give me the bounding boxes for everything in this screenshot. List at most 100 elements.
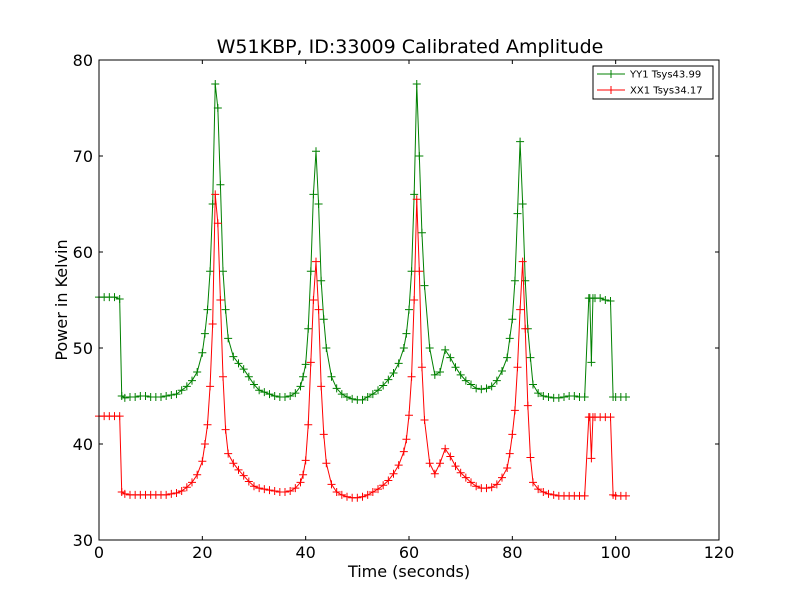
series-1-point-47 [301,456,310,465]
series-0-point-71 [402,329,411,338]
series-0-point-40 [270,392,279,400]
series-1-point-48 [304,420,313,429]
series-1-point-69 [394,461,403,470]
series-1-point-102 [523,401,532,410]
series-1-point-83 [446,452,455,461]
series-1-point-104 [529,478,537,487]
series-1-point-34 [239,471,248,480]
series-0-point-90 [482,384,491,393]
series-0-point-110 [560,392,568,401]
series-0-point-95 [505,334,514,343]
series-0-point-94 [503,353,512,362]
series-1-point-75 [412,195,421,204]
series-0-point-68 [389,368,398,377]
series-1-point-77 [417,363,426,372]
series-0-point-79 [425,344,434,352]
series-1-point-107 [544,489,553,498]
series-0-point-82 [441,345,450,354]
series-1-point-53 [317,382,326,391]
series-1-point-72 [405,411,413,420]
x-tick-label-3: 60 [399,543,419,562]
series-1-point-126 [622,491,630,500]
ticks-layer: 0 20 40 60 80 100 120 30 40 50 60 70 80 [73,51,735,562]
series-0-point-16 [172,390,181,399]
series-0-point-83 [446,353,455,362]
series-0-point-15 [167,391,176,400]
series-1-point-117 [587,454,596,463]
series-1-point-93 [498,473,506,482]
series-0-point-23 [203,305,212,314]
series-0-point-76 [415,152,424,160]
series-0-point-3 [110,293,119,302]
series-1-point-74 [410,296,419,304]
series-1-point-114 [580,491,589,500]
series-0-point-26 [211,80,220,88]
series-1-point-26 [211,190,220,199]
series-0-point-88 [472,384,481,393]
series-0-point-92 [492,376,501,385]
x-tick-label-0: 0 [94,543,104,562]
series-1-point-106 [539,488,548,496]
series-1-point-40 [270,487,279,496]
series-0 [95,80,630,404]
series-0-point-85 [456,370,465,379]
series-0-point-6 [120,393,129,402]
series-0-point-20 [193,368,202,376]
series-1-point-52 [314,305,323,314]
series-0-point-62 [358,395,367,404]
series-1-point-87 [467,478,475,487]
series-1-point-80 [430,469,439,478]
series-1-point-50 [309,296,318,304]
series-0-point-101 [521,276,530,285]
series-0-point-24 [206,267,215,276]
x-tick-label-4: 80 [502,543,522,562]
series-1-point-45 [296,478,305,487]
series-1-point-105 [534,485,543,494]
series-0-point-55 [322,344,331,352]
series-1-point-103 [526,453,535,462]
series-0-point-106 [539,392,548,400]
y-tick-label-0: 30 [73,531,93,550]
series-1-point-97 [510,406,519,415]
series-1-point-20 [193,470,202,479]
series-0-point-58 [337,390,346,399]
series-1-point-42 [281,488,289,496]
series-0-point-60 [348,394,357,403]
series-0-point-30 [221,305,230,314]
series-1-point-4 [115,412,124,421]
series-0-point-36 [250,380,258,389]
x-tick-label-5: 100 [600,543,631,562]
series-0-point-73 [407,267,416,276]
series-1-point-108 [549,490,558,499]
series-0-point-72 [405,305,413,314]
series-0-point-120 [596,294,605,303]
series-0-point-14 [162,392,171,400]
series-1-point-64 [368,488,377,496]
series-0-point-28 [216,180,225,189]
series-1-point-57 [332,488,341,496]
series-1-point-90 [482,484,491,493]
series-1-point-44 [291,484,300,493]
series-0-point-104 [529,380,537,389]
legend-label-yy1: YY1 Tsys43.99 [629,70,701,81]
series-0-point-43 [286,392,295,400]
series-1-point-6 [120,489,129,498]
series-1-point-16 [172,488,181,497]
series-1-point-73 [407,372,416,381]
series-1-point-101 [521,324,530,333]
series-0-point-117 [587,358,596,367]
series-0-point-19 [188,376,196,385]
series-1-point-61 [353,493,362,502]
y-tick-label-4: 70 [73,147,93,166]
series-1-point-122 [606,413,615,422]
series-0-point-4 [115,295,124,304]
series-0-point-97 [510,276,519,285]
series-1-point-99 [516,305,525,314]
series-0-point-65 [374,386,382,395]
series-1-point-98 [513,363,522,372]
series-1-point-58 [337,490,346,499]
y-tick-label-5: 80 [73,51,93,70]
series-1-point-38 [260,485,269,494]
series-0-point-21 [198,348,207,357]
